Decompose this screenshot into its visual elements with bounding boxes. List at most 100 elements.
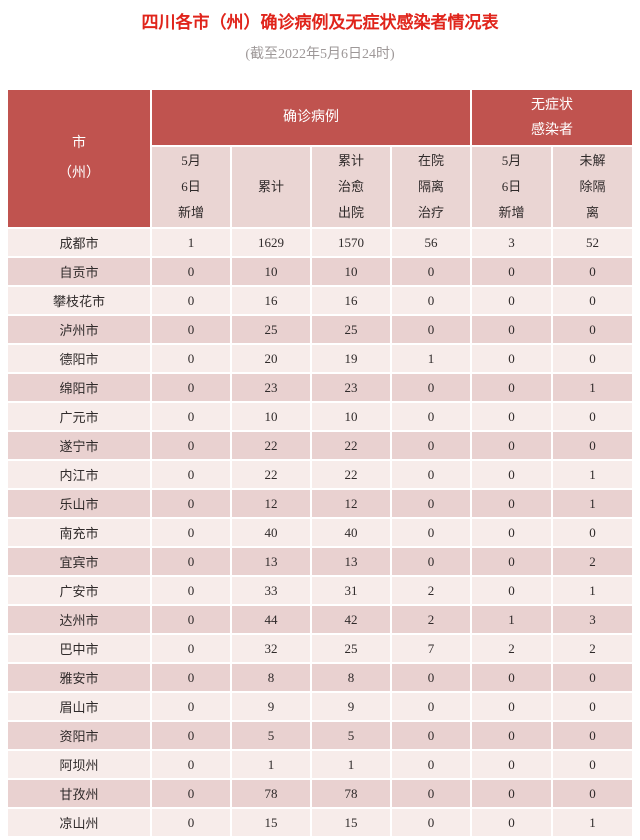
city-cell: 凉山州 [8, 809, 150, 836]
value-cell: 9 [232, 693, 310, 720]
subheader-confirmed-in-hospital-isolation: 在院 隔离 治疗 [392, 147, 470, 227]
value-cell: 0 [553, 722, 632, 749]
value-cell: 42 [312, 606, 390, 633]
value-cell: 0 [152, 345, 230, 372]
value-cell: 0 [392, 693, 470, 720]
value-cell: 0 [392, 780, 470, 807]
value-cell: 0 [553, 345, 632, 372]
city-cell: 成都市 [8, 229, 150, 256]
value-cell: 0 [392, 722, 470, 749]
value-cell: 22 [312, 432, 390, 459]
value-cell: 0 [152, 258, 230, 285]
value-cell: 0 [152, 664, 230, 691]
city-cell: 达州市 [8, 606, 150, 633]
value-cell: 7 [392, 635, 470, 662]
city-cell: 阿坝州 [8, 751, 150, 778]
value-cell: 23 [232, 374, 310, 401]
value-cell: 1 [472, 606, 551, 633]
value-cell: 0 [472, 577, 551, 604]
value-cell: 2 [472, 635, 551, 662]
value-cell: 22 [232, 432, 310, 459]
value-cell: 0 [152, 548, 230, 575]
value-cell: 25 [232, 316, 310, 343]
value-cell: 22 [232, 461, 310, 488]
value-cell: 16 [312, 287, 390, 314]
value-cell: 0 [553, 403, 632, 430]
value-cell: 0 [392, 287, 470, 314]
value-cell: 20 [232, 345, 310, 372]
value-cell: 0 [472, 374, 551, 401]
subheader-confirmed-cured-discharged: 累计 治愈 出院 [312, 147, 390, 227]
city-cell: 广元市 [8, 403, 150, 430]
value-cell: 0 [152, 606, 230, 633]
value-cell: 0 [553, 693, 632, 720]
value-cell: 0 [392, 751, 470, 778]
value-cell: 0 [152, 693, 230, 720]
value-cell: 0 [553, 287, 632, 314]
value-cell: 0 [392, 374, 470, 401]
value-cell: 15 [312, 809, 390, 836]
value-cell: 0 [392, 490, 470, 517]
value-cell: 0 [152, 316, 230, 343]
value-cell: 0 [553, 258, 632, 285]
value-cell: 2 [553, 635, 632, 662]
value-cell: 0 [152, 722, 230, 749]
value-cell: 56 [392, 229, 470, 256]
value-cell: 1 [312, 751, 390, 778]
group-header-confirmed-cases: 确诊病例 [152, 90, 470, 145]
stats-table: 市 （州） 确诊病例 无症状 感染者 5月 6日 新增 累计 累计 治愈 出院 … [8, 90, 632, 836]
value-cell: 1 [392, 345, 470, 372]
page-subtitle: (截至2022年5月6日24时) [245, 47, 395, 62]
city-cell: 遂宁市 [8, 432, 150, 459]
value-cell: 0 [472, 693, 551, 720]
city-cell: 宜宾市 [8, 548, 150, 575]
city-cell: 甘孜州 [8, 780, 150, 807]
value-cell: 10 [232, 403, 310, 430]
value-cell: 0 [152, 490, 230, 517]
value-cell: 0 [472, 664, 551, 691]
value-cell: 0 [553, 519, 632, 546]
value-cell: 0 [392, 664, 470, 691]
value-cell: 32 [232, 635, 310, 662]
value-cell: 1 [152, 229, 230, 256]
value-cell: 1629 [232, 229, 310, 256]
value-cell: 0 [472, 751, 551, 778]
value-cell: 3 [472, 229, 551, 256]
value-cell: 52 [553, 229, 632, 256]
value-cell: 0 [472, 258, 551, 285]
value-cell: 78 [312, 780, 390, 807]
value-cell: 0 [553, 780, 632, 807]
city-cell: 自贡市 [8, 258, 150, 285]
value-cell: 19 [312, 345, 390, 372]
value-cell: 0 [152, 461, 230, 488]
value-cell: 12 [312, 490, 390, 517]
value-cell: 0 [152, 751, 230, 778]
value-cell: 2 [392, 577, 470, 604]
value-cell: 1 [553, 809, 632, 836]
value-cell: 1570 [312, 229, 390, 256]
city-cell: 广安市 [8, 577, 150, 604]
subheader-asymptomatic-new-may6: 5月 6日 新增 [472, 147, 551, 227]
city-cell: 雅安市 [8, 664, 150, 691]
value-cell: 0 [152, 432, 230, 459]
value-cell: 9 [312, 693, 390, 720]
value-cell: 25 [312, 635, 390, 662]
value-cell: 3 [553, 606, 632, 633]
value-cell: 0 [152, 809, 230, 836]
value-cell: 5 [312, 722, 390, 749]
value-cell: 0 [553, 432, 632, 459]
value-cell: 0 [472, 345, 551, 372]
value-cell: 0 [392, 403, 470, 430]
value-cell: 12 [232, 490, 310, 517]
value-cell: 0 [392, 809, 470, 836]
city-cell: 资阳市 [8, 722, 150, 749]
page-title: 四川各市（州）确诊病例及无症状感染者情况表 [141, 13, 499, 32]
group-header-asymptomatic-infections: 无症状 感染者 [472, 90, 632, 145]
value-cell: 0 [472, 519, 551, 546]
value-cell: 78 [232, 780, 310, 807]
city-cell: 南充市 [8, 519, 150, 546]
value-cell: 15 [232, 809, 310, 836]
value-cell: 1 [232, 751, 310, 778]
subheader-asymptomatic-not-released: 未解 除隔 离 [553, 147, 632, 227]
value-cell: 10 [232, 258, 310, 285]
